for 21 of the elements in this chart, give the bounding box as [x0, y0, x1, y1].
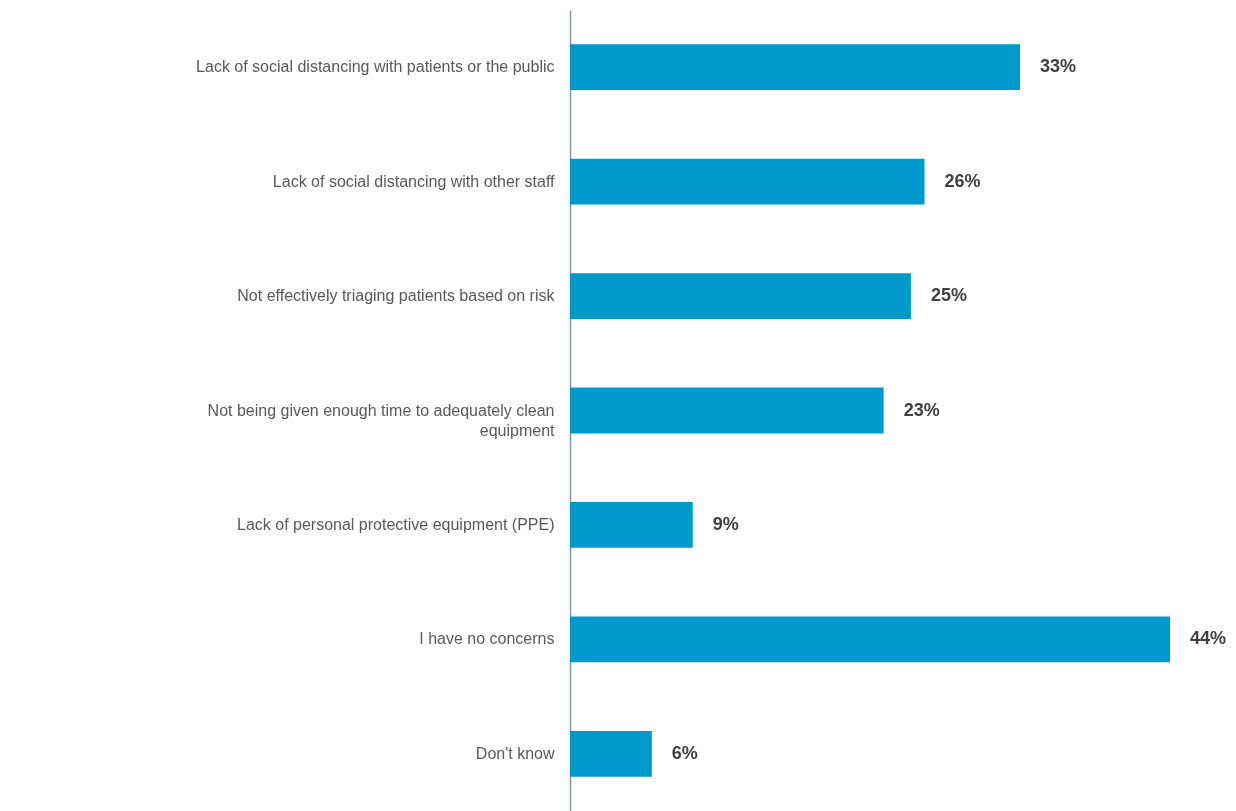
- bar: [570, 44, 1020, 91]
- data-label: 9%: [712, 513, 739, 534]
- data-label: 25%: [930, 285, 967, 306]
- y-tick-label: Not being given enough time to adequately clean equipment: [207, 401, 556, 439]
- y-tick-label: Lack of social distancing with patients or the public: [196, 58, 555, 76]
- bar: [570, 502, 693, 548]
- y-tick-label: Lack of social distancing with other staff: [272, 172, 556, 190]
- data-label: 23%: [903, 399, 940, 420]
- bar: [570, 387, 884, 434]
- data-label: 44%: [1190, 628, 1227, 649]
- bar: [570, 616, 1170, 663]
- data-label: 6%: [671, 742, 698, 763]
- bar: [570, 730, 652, 777]
- bar: [570, 158, 925, 205]
- y-tick-label: Don't know: [475, 744, 555, 762]
- data-label: 33%: [1040, 56, 1077, 77]
- y-tick-label: I have no concerns: [419, 630, 555, 648]
- bar: [570, 273, 911, 319]
- y-tick-label: Lack of personal protective equipment (PPE): [237, 515, 555, 533]
- data-label: 26%: [944, 170, 981, 191]
- y-tick-label: Not effectively triaging patients based on risk: [237, 287, 556, 305]
